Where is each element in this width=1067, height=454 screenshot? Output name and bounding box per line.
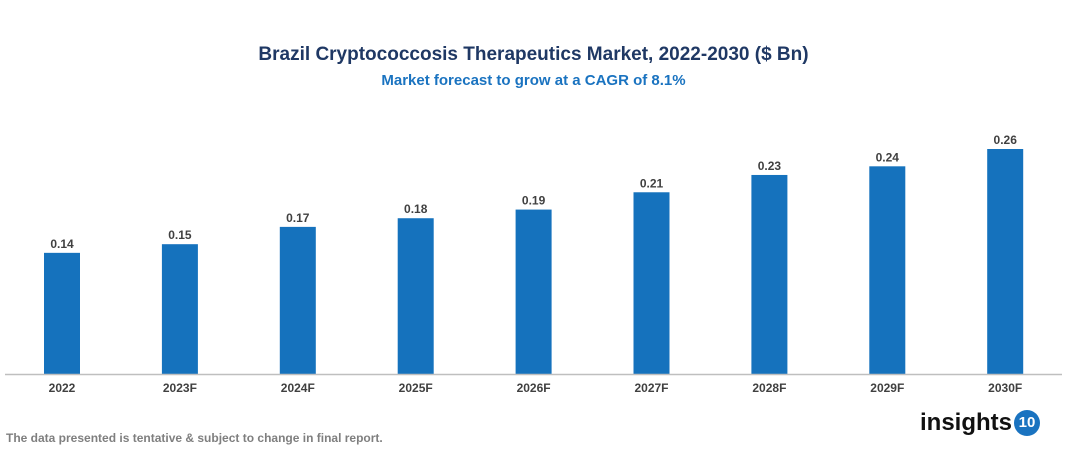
data-label: 0.18 (404, 202, 428, 216)
x-tick-label: 2028F (752, 381, 786, 395)
data-label: 0.21 (640, 176, 664, 190)
bar (44, 252, 80, 374)
bar (751, 174, 788, 374)
bar (161, 244, 198, 374)
x-tick-label: 2023F (163, 381, 197, 395)
data-label: 0.19 (522, 194, 546, 208)
bar (279, 226, 316, 374)
x-tick-label: 2030F (988, 381, 1022, 395)
bar (633, 192, 670, 374)
chart-subtitle: Market forecast to grow at a CAGR of 8.1… (381, 72, 686, 89)
data-label: 0.23 (758, 159, 782, 173)
data-label: 0.17 (286, 211, 310, 225)
disclaimer: The data presented is tentative & subjec… (6, 431, 383, 445)
data-label: 0.26 (994, 133, 1018, 147)
x-tick-label: 2024F (281, 381, 315, 395)
bar (869, 166, 906, 374)
data-label: 0.24 (876, 150, 900, 164)
x-tick-label: 2027F (634, 381, 668, 395)
x-tick-label: 2025F (399, 381, 433, 395)
bar (987, 149, 1024, 374)
x-tick-label: 2029F (870, 381, 904, 395)
insights10-logo: insights 10 (920, 409, 1041, 437)
chart-title: Brazil Cryptococcosis Therapeutics Marke… (258, 44, 809, 65)
x-tick-label: 2022 (49, 381, 76, 395)
data-label: 0.15 (168, 228, 192, 242)
x-tick-label: 2026F (517, 381, 551, 395)
data-label: 0.14 (50, 237, 74, 251)
bar (397, 218, 434, 374)
bar (515, 209, 552, 374)
